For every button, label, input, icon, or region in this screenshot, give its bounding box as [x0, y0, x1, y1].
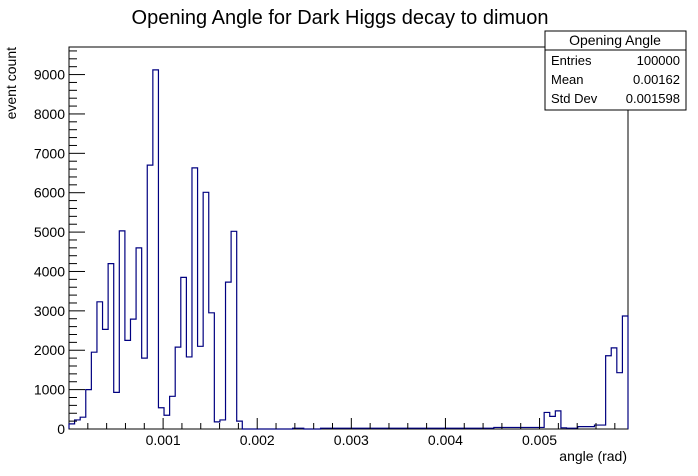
y-tick-label: 9000: [34, 67, 65, 83]
x-tick-label: 0.003: [334, 432, 369, 448]
y-tick-label: 2000: [34, 342, 65, 358]
y-tick-label: 0: [57, 421, 65, 437]
plot-frame: [68, 46, 629, 430]
stats-box-title: Opening Angle: [569, 32, 661, 48]
y-tick-label: 7000: [34, 145, 65, 161]
y-tick-label: 5000: [34, 224, 65, 240]
stats-box-frame: [544, 30, 687, 111]
x-tick-label: 0.002: [240, 432, 275, 448]
x-tick-label: 0.001: [146, 432, 181, 448]
stats-stddev-label: Std Dev: [551, 91, 598, 106]
x-tick-label: 0.004: [428, 432, 463, 448]
x-tick-label: 0.005: [522, 432, 557, 448]
x-axis-label: angle (rad): [559, 448, 627, 464]
tick-labels: 0.001 0.002 0.003 0.004 0.005 0 1000 2000 3000 40…: [34, 67, 557, 448]
y-tick-label: 3000: [34, 303, 65, 319]
y-tick-label: 1000: [34, 382, 65, 398]
y-axis-label: event count: [3, 47, 19, 119]
histogram-line: [68, 69, 629, 430]
y-tick-label: 6000: [34, 185, 65, 201]
chart-title: Opening Angle for Dark Higgs decay to di…: [132, 7, 549, 29]
stats-mean-label: Mean: [551, 72, 584, 87]
histogram-series: [68, 69, 629, 430]
axis-ticks: [69, 50, 616, 430]
plot-area-frame: [68, 46, 629, 430]
y-tick-label: 4000: [34, 263, 65, 279]
stats-box: Opening Angle Entries 100000 Mean 0.0016…: [544, 30, 687, 111]
stats-entries-value: 100000: [637, 53, 680, 68]
stats-stddev-value: 0.001598: [626, 91, 680, 106]
stats-entries-label: Entries: [551, 53, 592, 68]
stats-mean-value: 0.00162: [633, 72, 680, 87]
y-tick-label: 8000: [34, 106, 65, 122]
